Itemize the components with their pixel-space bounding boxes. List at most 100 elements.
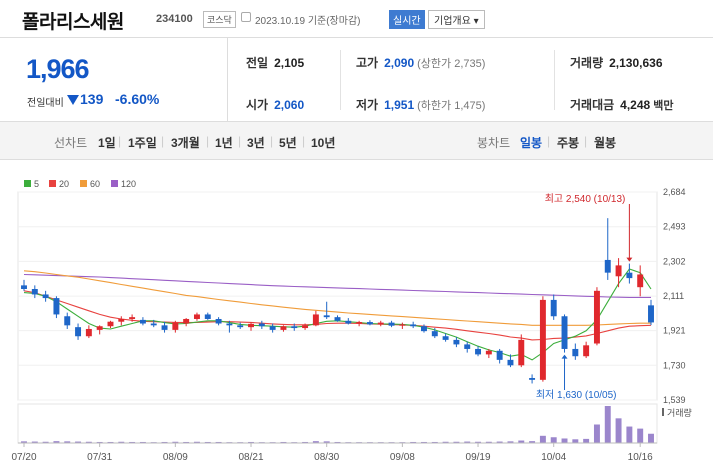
price-change: 139 [80, 91, 104, 107]
tab-separator: | [270, 134, 274, 148]
volume-legend-mark [662, 408, 664, 416]
candle [626, 272, 633, 279]
x-tick-label: 08/09 [163, 452, 188, 463]
volume-bar [431, 441, 438, 443]
x-tick-label: 07/31 [87, 452, 112, 463]
candle [507, 359, 514, 366]
candle [291, 326, 298, 329]
volume-label: 거래량 [667, 407, 692, 418]
volume-bar [626, 426, 633, 443]
tab-1year[interactable]: 1년 [215, 136, 233, 150]
volume-bar [518, 440, 525, 443]
volume-frame [17, 403, 658, 444]
candle [366, 322, 373, 325]
candle [572, 348, 579, 357]
volume-bar [464, 441, 471, 443]
realtime-button[interactable]: 실시간 [389, 10, 425, 29]
candle [529, 378, 536, 380]
volume-bar [248, 441, 254, 443]
volume-bar [85, 441, 92, 443]
volume-bar [334, 441, 341, 443]
low-arrowhead [561, 354, 568, 359]
high-arrowhead [626, 257, 633, 262]
volume-bar [31, 441, 38, 443]
divider [340, 50, 341, 110]
low-price: 저가 1,951 (하한가 1,475) [356, 98, 486, 112]
volume-bar [637, 428, 644, 443]
stock-chart[interactable]: 5 20 60 120 최고 2,540 (10/13) 최저 1,630 (10/05… [0, 160, 713, 473]
price-info-grid: 전일 2,105 시가 2,060 고가 2,090 (상한가 2,735) 저가 1,9… [228, 38, 713, 122]
market-badge: 코스닥 [203, 11, 236, 28]
candle [31, 289, 38, 295]
tab-monthly[interactable]: 월봉 [594, 136, 617, 150]
candle [237, 325, 244, 328]
volume-bar [172, 441, 179, 443]
tab-daily[interactable]: 일봉 [520, 136, 543, 150]
prev-close: 전일 2,105 [246, 56, 305, 70]
ma-5-line [23, 268, 652, 361]
tab-3month[interactable]: 3개월 [171, 136, 200, 150]
candle [421, 326, 427, 332]
tab-5year[interactable]: 5년 [279, 136, 297, 150]
ma-20-line [23, 290, 652, 341]
candle [107, 321, 114, 327]
volume-bar [453, 441, 460, 443]
candle [280, 326, 287, 330]
volume-bar [323, 441, 330, 443]
legend-swatch [80, 180, 87, 187]
y-tick-label: 1,730 [663, 360, 686, 370]
trading-amount: 거래대금 4,248 백만 [570, 98, 674, 112]
candle [183, 318, 190, 324]
volume-bar [507, 441, 514, 443]
candle [129, 317, 136, 319]
candle [150, 323, 157, 326]
ma-120-line [23, 273, 651, 298]
candle [64, 316, 71, 326]
moving-averages [23, 268, 652, 361]
candle [96, 326, 103, 330]
tab-1week[interactable]: 1주일 [128, 136, 157, 150]
x-tick-label: 10/16 [628, 452, 653, 463]
tab-10year[interactable]: 10년 [311, 136, 336, 150]
candle [399, 324, 406, 326]
volume-bar [583, 438, 590, 443]
tab-separator: | [206, 134, 210, 148]
candle [161, 325, 168, 330]
volume-bar [129, 441, 136, 443]
candle [410, 324, 417, 327]
tab-3year[interactable]: 3년 [247, 136, 265, 150]
line-chart-label: 선차트 [54, 136, 88, 150]
volume-bar [421, 441, 427, 443]
volume-bar [161, 441, 168, 443]
current-price: 1,966 [26, 54, 90, 84]
y-tick-label: 1,921 [663, 326, 686, 336]
candle [442, 336, 449, 340]
volume-bar [550, 437, 557, 443]
axes: 2,684 2,493 2,302 2,111 1,921 1,730 1,539 07/20… [11, 187, 685, 463]
candle [475, 348, 482, 355]
candle [593, 290, 600, 344]
volume: 거래량 2,130,636 [570, 56, 663, 70]
low-annotation: 최저 1,630 (10/05) [536, 389, 617, 401]
company-overview-dropdown[interactable]: 기업개요 ▾ [428, 10, 485, 29]
candle [21, 285, 27, 290]
volume-bar [529, 441, 536, 443]
candle [312, 314, 319, 326]
volume-bar [593, 424, 600, 443]
x-tick-label: 09/19 [466, 452, 491, 463]
candle [139, 319, 146, 324]
price-panel: 1,966 전일대비 139 -6.60% [0, 38, 228, 122]
tab-weekly[interactable]: 주봉 [557, 136, 580, 150]
volume-bar [410, 441, 417, 443]
volume-bar [539, 435, 546, 443]
legend-swatch [49, 180, 56, 187]
stock-name: 폴라리스세원 [22, 12, 124, 33]
volume-bar [118, 441, 125, 443]
legend-swatch [111, 180, 118, 187]
volume-bar [42, 441, 49, 443]
tab-separator: | [118, 134, 122, 148]
tab-1day[interactable]: 1일 [98, 136, 116, 150]
open-price: 시가 2,060 [246, 98, 305, 112]
volume-bar [139, 441, 146, 443]
candle [226, 323, 233, 326]
